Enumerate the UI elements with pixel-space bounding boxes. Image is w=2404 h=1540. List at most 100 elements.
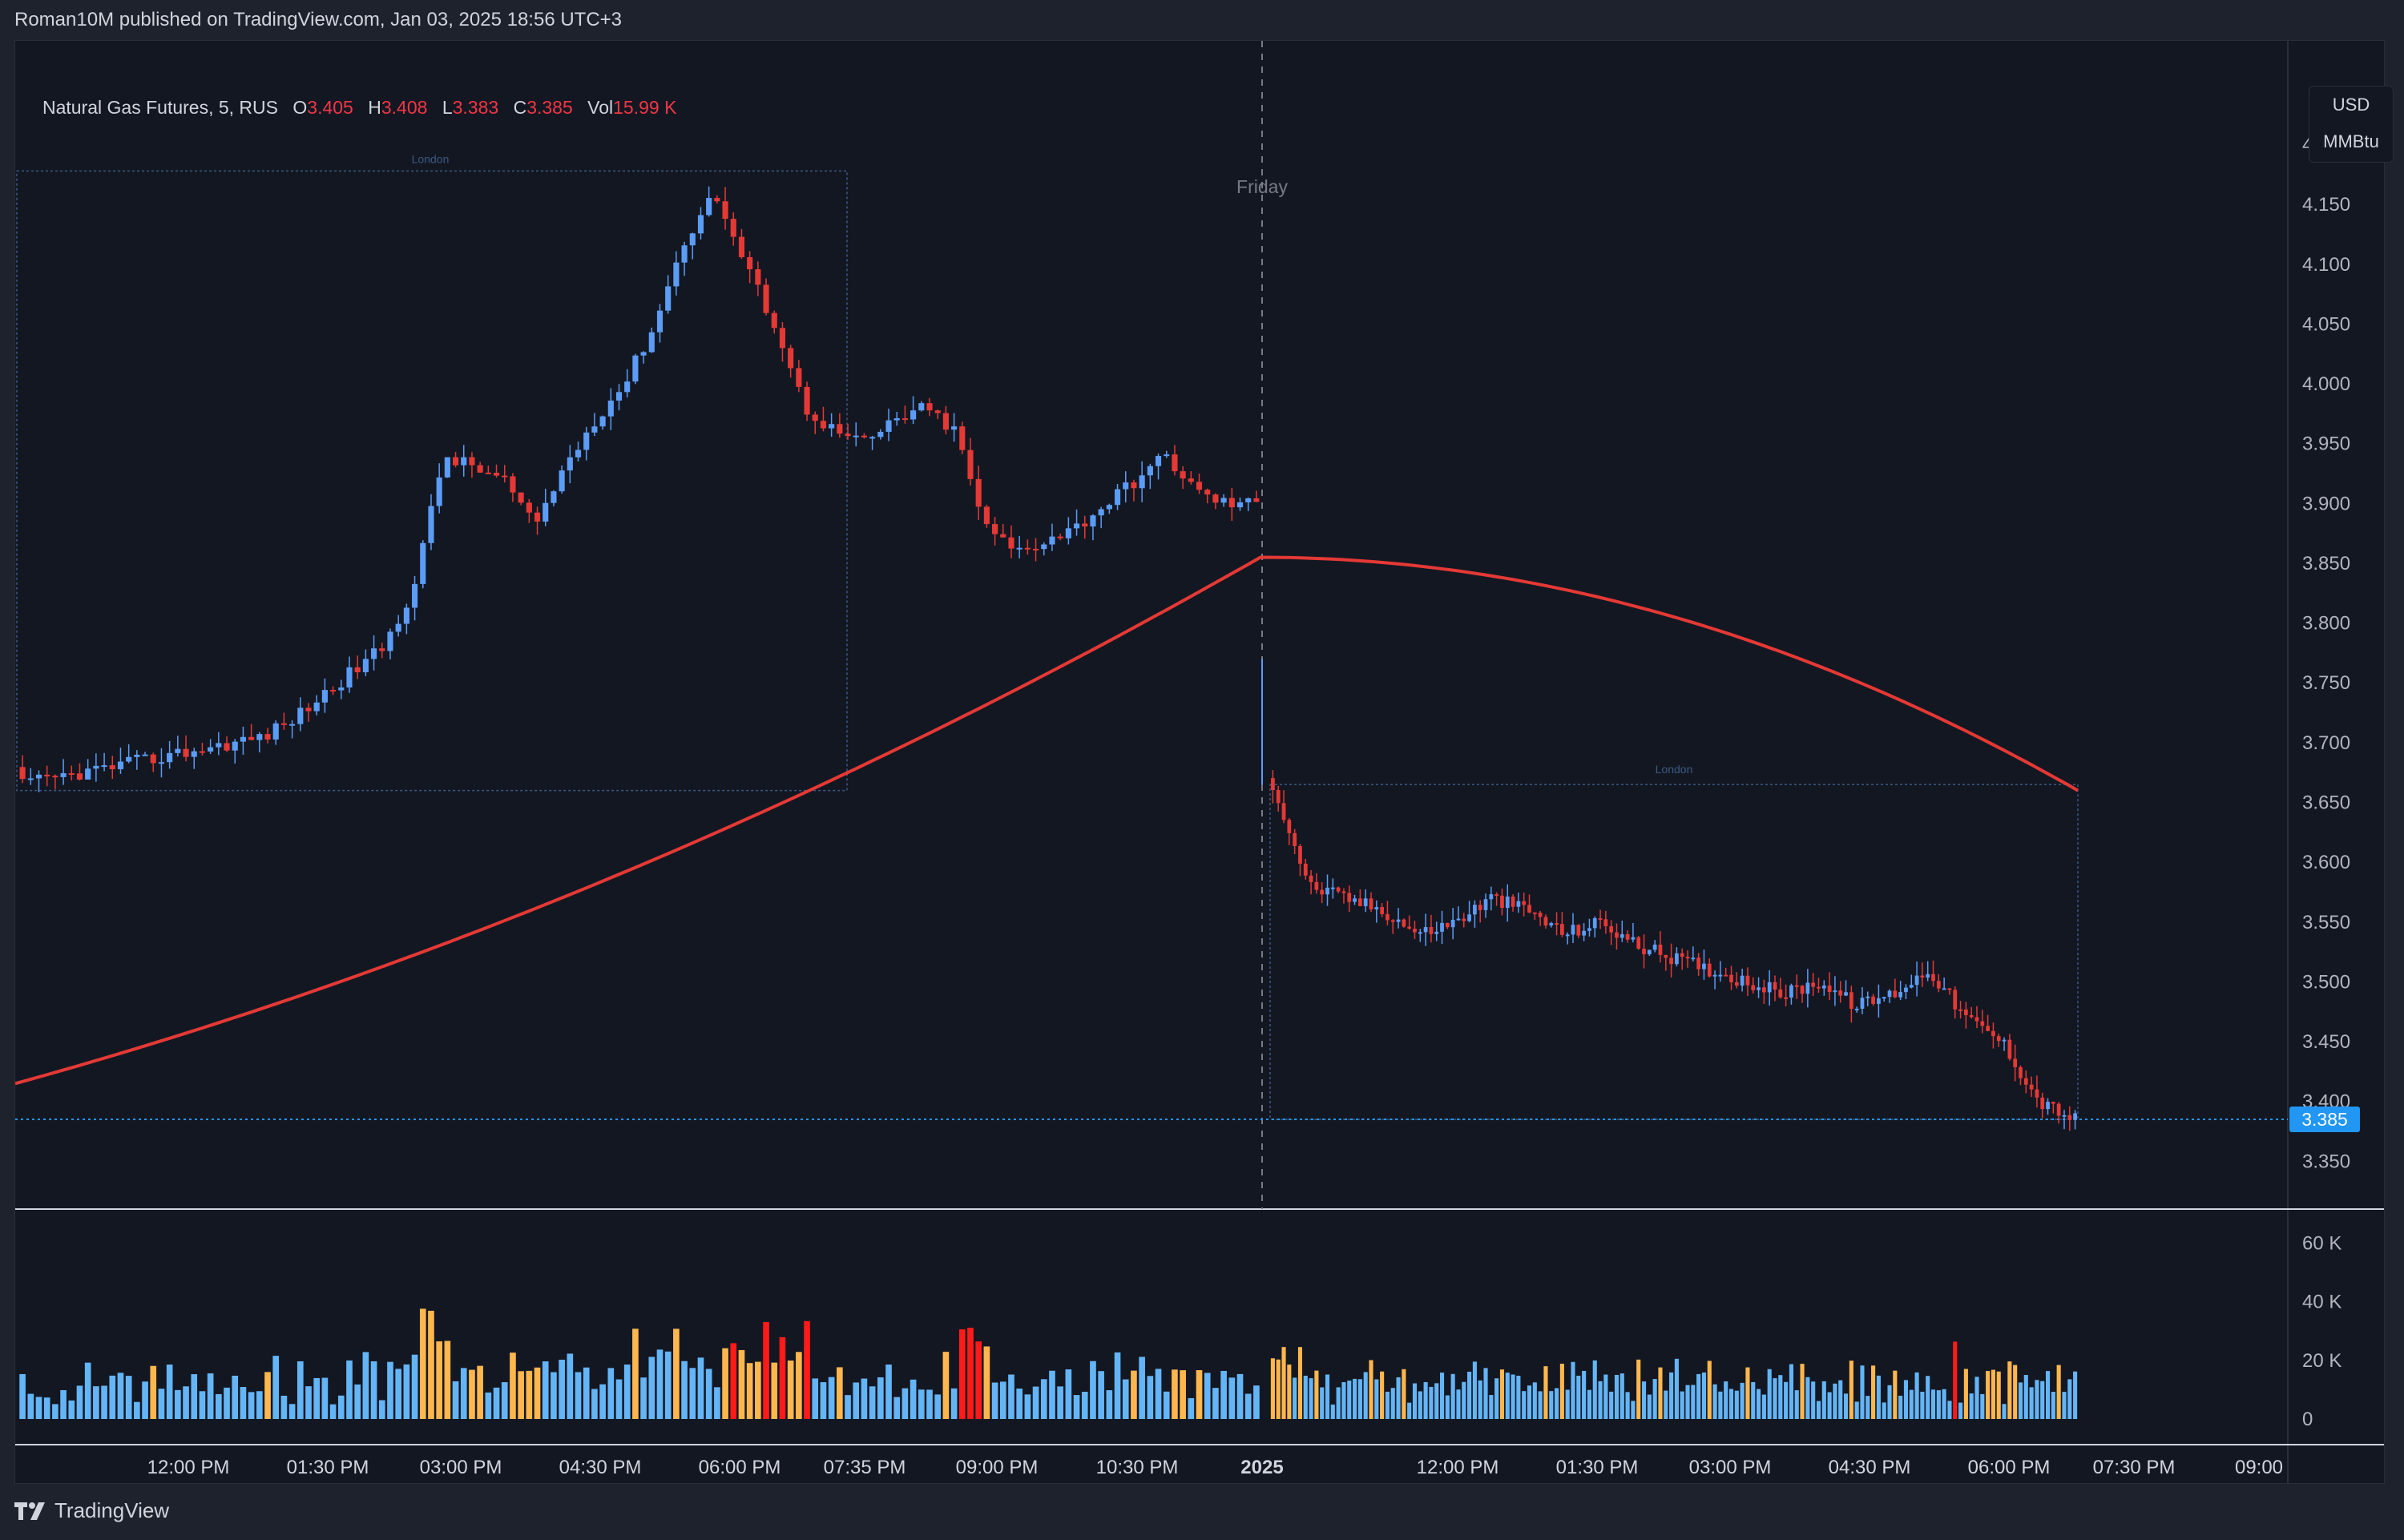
volume-bar <box>370 1361 377 1419</box>
candle-body <box>837 424 843 434</box>
candle-body <box>1609 926 1614 933</box>
tradingview-logo[interactable]: TradingView <box>14 1498 169 1523</box>
volume-bar <box>1903 1380 1909 1419</box>
volume-label: Vol <box>587 97 614 118</box>
x-tick-label: 04:30 PM <box>1829 1457 1911 1478</box>
volume-bar <box>1155 1369 1162 1419</box>
candle-body <box>1854 1008 1859 1010</box>
candle-body <box>1631 937 1636 940</box>
volume-bar <box>452 1381 459 1419</box>
volume-bar <box>2051 1392 2055 1419</box>
candle-body <box>493 473 500 476</box>
candle-body <box>1991 1030 1995 1037</box>
unit-label[interactable]: MMBtu <box>2323 131 2379 151</box>
candle-body <box>1164 454 1170 457</box>
volume-bar <box>1991 1369 1995 1419</box>
candle-body <box>52 776 58 778</box>
candle-body <box>403 607 409 624</box>
candle-body <box>248 736 255 740</box>
volume-bar <box>1131 1370 1137 1419</box>
candle-body <box>502 475 508 478</box>
volume-bar <box>101 1385 107 1419</box>
candle-body <box>918 403 925 411</box>
volume-bar <box>991 1382 998 1419</box>
volume-bar <box>142 1381 148 1419</box>
volume-bar <box>1073 1395 1080 1419</box>
volume-bar <box>1505 1373 1510 1419</box>
volume-bar <box>804 1320 810 1419</box>
candle-body <box>681 245 688 263</box>
volume-bar <box>1032 1386 1039 1419</box>
volume-bar <box>1609 1391 1614 1419</box>
candle-body <box>1887 990 1892 998</box>
volume-bar <box>845 1395 851 1419</box>
candle-body <box>1065 528 1071 538</box>
volume-bar <box>1049 1370 1055 1419</box>
x-tick-label: 06:00 PM <box>1968 1457 2051 1478</box>
candle-body <box>2002 1039 2007 1042</box>
candle-body <box>1603 919 1608 927</box>
volume-bar <box>1876 1375 1881 1419</box>
volume-bar <box>779 1336 786 1419</box>
candle-body <box>60 773 67 777</box>
published-text: Roman10M published on TradingView.com, J… <box>14 9 623 30</box>
y-tick-label: 3.500 <box>2302 971 2350 993</box>
symbol-name: Natural Gas Futures, 5, RUS <box>42 97 278 118</box>
volume-bar <box>934 1394 942 1419</box>
candle-body <box>1212 494 1219 503</box>
y-tick-label: 3.900 <box>2302 493 2350 514</box>
candle-body <box>648 332 655 353</box>
candle-body <box>1969 1014 1974 1018</box>
candle-body <box>1538 913 1543 917</box>
volume-bar <box>1680 1391 1684 1419</box>
candle-body <box>1228 498 1235 508</box>
currency-label[interactable]: USD <box>2332 95 2370 115</box>
volume-bar <box>216 1393 222 1419</box>
candle-body <box>1407 926 1412 929</box>
volume-bar <box>1494 1378 1499 1419</box>
volume-bar <box>19 1373 26 1419</box>
candle-body <box>1155 456 1162 466</box>
candle-body <box>1571 925 1575 935</box>
volume-bar <box>640 1377 647 1419</box>
volume-bar <box>1866 1396 1870 1419</box>
volume-bar <box>1472 1361 1477 1419</box>
chart-frame[interactable]: 4.2004.1504.1004.0504.0003.9503.9003.850… <box>14 40 2394 1484</box>
candle-body <box>469 457 475 466</box>
candle-body <box>2040 1097 2045 1110</box>
candle-body <box>1303 863 1308 876</box>
volume-bar <box>1707 1361 1712 1419</box>
volume-bar <box>1188 1397 1195 1419</box>
volume-bar <box>35 1397 42 1419</box>
volume-bar <box>755 1361 761 1419</box>
volume-bar <box>1893 1370 1898 1419</box>
volume-bar <box>1658 1367 1663 1419</box>
volume-bar <box>321 1377 329 1419</box>
volume-bar <box>1843 1393 1849 1419</box>
candle-body <box>893 418 900 421</box>
candle-body <box>559 470 565 492</box>
candle-body <box>714 198 720 202</box>
close-label: C <box>513 97 527 118</box>
candle-body <box>1582 930 1587 936</box>
candle-body <box>1761 987 1766 993</box>
volume-bar <box>1287 1365 1292 1419</box>
candle-body <box>1794 985 1799 987</box>
volume-bar <box>1582 1370 1587 1419</box>
candle-body <box>1309 875 1313 882</box>
volume-bar <box>1701 1372 1707 1419</box>
candle-body <box>771 312 777 329</box>
volume-bar <box>436 1341 442 1419</box>
volume-bar <box>1276 1359 1281 1419</box>
candle-body <box>1527 905 1531 913</box>
volume-bar <box>1838 1380 1843 1419</box>
volume-bar <box>967 1328 974 1419</box>
currency-unit-selector[interactable]: USD MMBtu <box>2309 86 2394 163</box>
candle-body <box>1549 923 1554 926</box>
candle-body <box>1926 974 1930 978</box>
candle-body <box>321 690 328 703</box>
candle-body <box>1675 953 1679 965</box>
chart-canvas[interactable]: 4.2004.1504.1004.0504.0003.9503.9003.850… <box>15 41 2384 1483</box>
volume-bar <box>1712 1384 1717 1419</box>
volume-bar <box>1380 1371 1385 1419</box>
